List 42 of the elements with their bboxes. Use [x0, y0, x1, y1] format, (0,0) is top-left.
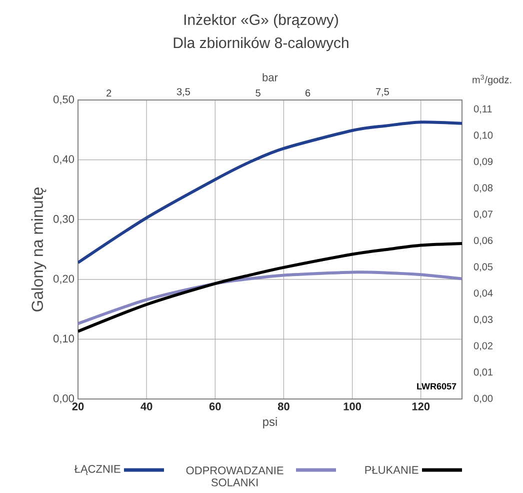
- legend-label: ŁĄCZNIE: [74, 465, 120, 475]
- y2-tick-label: 0,06: [474, 236, 493, 246]
- x-tick-label: 100: [344, 402, 361, 410]
- x2-tick-label: 7,5: [376, 88, 389, 96]
- y2-tick-label: 0,03: [474, 316, 493, 324]
- y2-tick-label: 0,11: [474, 105, 492, 114]
- y-tick-label: 0,20: [53, 274, 74, 284]
- legend-label: PŁUKANIE: [365, 466, 418, 474]
- y-tick-label: 0,50: [53, 95, 74, 105]
- x-tick-label: 60: [209, 402, 221, 410]
- y-tick-label: 0,10: [53, 334, 74, 344]
- x-tick-label: 20: [72, 402, 84, 410]
- x2-tick-label: 3,5: [176, 88, 190, 96]
- y-tick-label: 0,40: [53, 155, 74, 164]
- y2-tick-label: 0,07: [474, 210, 492, 219]
- y2-tick-label: 0,09: [474, 158, 493, 166]
- y2-tick-label: 0,05: [474, 263, 493, 272]
- x2-axis-title: bar: [262, 73, 278, 82]
- y2-tick-label: 0,01: [474, 368, 493, 377]
- chart-subtitle: Dla zbiorników 8-calowych: [174, 36, 348, 52]
- y2-tick-label: 0,10: [474, 132, 493, 140]
- y-tick-label: 0,00: [53, 394, 74, 404]
- chart-title: Inżektor «G» (brązowy): [184, 14, 338, 28]
- y2-tick-label: 0,00: [474, 394, 493, 404]
- y2-tick-label: 0,04: [474, 290, 493, 298]
- legend-label: ODPROWADZANIE SOLANKI: [186, 466, 284, 486]
- x-axis-title: psi: [263, 417, 277, 428]
- line-series: [78, 242, 462, 333]
- annotation: LWR6057: [417, 383, 456, 390]
- x2-tick-label: 5: [256, 89, 260, 96]
- y2-tick-label: 0,02: [474, 342, 492, 350]
- y-axis-title: Galony na minutę: [31, 188, 46, 312]
- y2-tick-label: 0,08: [474, 184, 493, 193]
- x2-tick-label: 6: [306, 89, 310, 96]
- y-tick-label: 0,30: [53, 215, 74, 224]
- x-tick-label: 120: [412, 402, 430, 410]
- x-tick-label: 40: [140, 402, 152, 410]
- y2-axis-title: m$^{3}$/godz.: [472, 74, 512, 86]
- line-series: [78, 270, 462, 326]
- x2-tick-label: 2: [106, 89, 112, 96]
- x-tick-label: 80: [278, 402, 290, 410]
- line-series: [78, 120, 462, 264]
